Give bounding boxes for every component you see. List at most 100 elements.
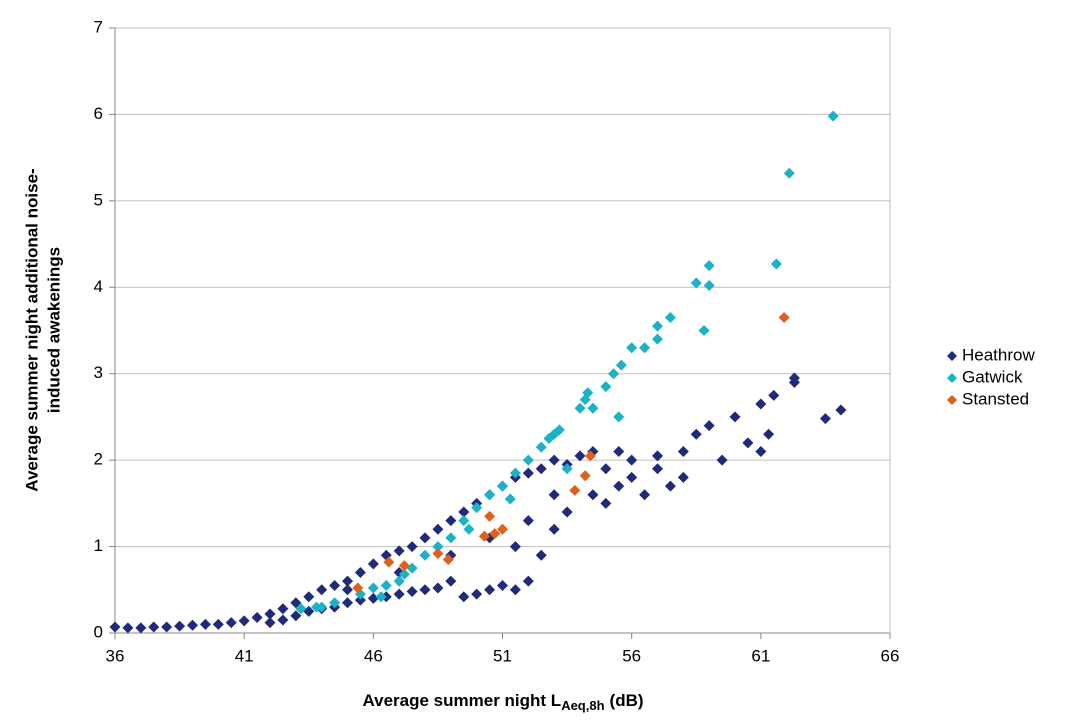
- data-point: [478, 530, 490, 542]
- legend-label: Heathrow: [962, 345, 1035, 364]
- data-point: [703, 420, 715, 432]
- data-point: [463, 523, 475, 535]
- data-point: [458, 506, 470, 518]
- data-point: [615, 359, 627, 371]
- data-point: [161, 621, 173, 633]
- data-point: [579, 470, 591, 482]
- data-point: [432, 523, 444, 535]
- data-point: [548, 454, 560, 466]
- data-point: [729, 411, 741, 423]
- data-point: [303, 591, 315, 603]
- data-point: [770, 258, 782, 270]
- data-point: [778, 312, 790, 324]
- data-point: [543, 433, 555, 445]
- data-point: [522, 575, 534, 587]
- data-point: [432, 541, 444, 553]
- data-point: [316, 584, 328, 596]
- data-point: [174, 620, 186, 632]
- data-point: [626, 454, 638, 466]
- data-point: [445, 532, 457, 544]
- y-tick-label: 3: [94, 363, 103, 382]
- data-point: [522, 454, 534, 466]
- data-point: [626, 342, 638, 354]
- data-point: [582, 387, 594, 399]
- data-point: [652, 463, 663, 475]
- data-point: [703, 280, 715, 292]
- data-point: [264, 608, 276, 620]
- data-point: [329, 579, 341, 591]
- data-point: [509, 584, 521, 596]
- data-point: [445, 515, 457, 527]
- x-title-main: Average summer night L: [362, 691, 561, 710]
- y-tick-label: 2: [94, 450, 103, 469]
- legend-marker: [947, 373, 957, 383]
- legend-label: Stansted: [962, 389, 1029, 408]
- data-point: [225, 617, 237, 629]
- data-point: [652, 450, 663, 462]
- data-point: [703, 260, 715, 272]
- data-point: [587, 402, 599, 414]
- data-point: [497, 480, 508, 492]
- y-tick-label: 5: [94, 190, 103, 209]
- x-tick-label: 56: [622, 646, 641, 665]
- data-point: [484, 510, 496, 522]
- data-point: [755, 398, 767, 410]
- x-tick-label: 51: [493, 646, 512, 665]
- legend-marker: [947, 395, 957, 405]
- data-point: [367, 592, 379, 604]
- data-point: [471, 588, 483, 600]
- data-point: [819, 413, 831, 425]
- data-point: [489, 528, 501, 540]
- data-point: [393, 545, 405, 557]
- data-point: [677, 471, 689, 483]
- data-point: [522, 467, 534, 479]
- y-tick-label: 0: [94, 622, 103, 641]
- data-point: [277, 614, 289, 626]
- data-point: [690, 277, 702, 289]
- data-point: [535, 463, 547, 475]
- data-point: [354, 567, 366, 578]
- y-tick-label: 6: [94, 104, 103, 123]
- data-point: [652, 320, 663, 332]
- data-point: [788, 376, 800, 388]
- data-point: [393, 588, 405, 600]
- data-point: [342, 597, 353, 609]
- data-point: [398, 560, 410, 572]
- data-point: [548, 523, 560, 535]
- x-tick-label: 46: [364, 646, 383, 665]
- data-point: [561, 463, 573, 475]
- y-tick-label: 1: [94, 536, 103, 555]
- data-point: [484, 584, 496, 596]
- data-point: [639, 342, 651, 354]
- data-point: [497, 523, 508, 535]
- data-point: [290, 610, 302, 622]
- data-point: [522, 515, 534, 527]
- data-point: [484, 489, 496, 501]
- data-point: [608, 368, 620, 380]
- data-point: [827, 110, 839, 122]
- data-point: [535, 549, 547, 561]
- data-point: [442, 554, 454, 566]
- x-title-sub: Aeq,8h: [561, 698, 604, 713]
- data-point: [419, 584, 431, 596]
- data-point: [835, 404, 847, 416]
- data-point: [290, 597, 302, 609]
- data-point: [613, 480, 625, 492]
- data-point: [383, 556, 395, 568]
- data-point: [561, 506, 573, 518]
- data-point: [251, 611, 263, 623]
- data-point: [380, 579, 392, 591]
- x-tick-label: 36: [106, 646, 125, 665]
- data-point: [398, 568, 410, 580]
- data-point: [329, 597, 341, 609]
- data-point: [135, 622, 147, 634]
- y-tick-label: 7: [94, 17, 103, 36]
- data-point: [419, 549, 431, 561]
- data-point: [504, 493, 516, 505]
- data-point: [584, 450, 596, 462]
- data-point: [497, 579, 508, 591]
- data-point: [342, 584, 353, 596]
- data-point: [148, 621, 160, 633]
- y-title-line: induced awakenings: [44, 247, 63, 413]
- data-point: [716, 454, 728, 466]
